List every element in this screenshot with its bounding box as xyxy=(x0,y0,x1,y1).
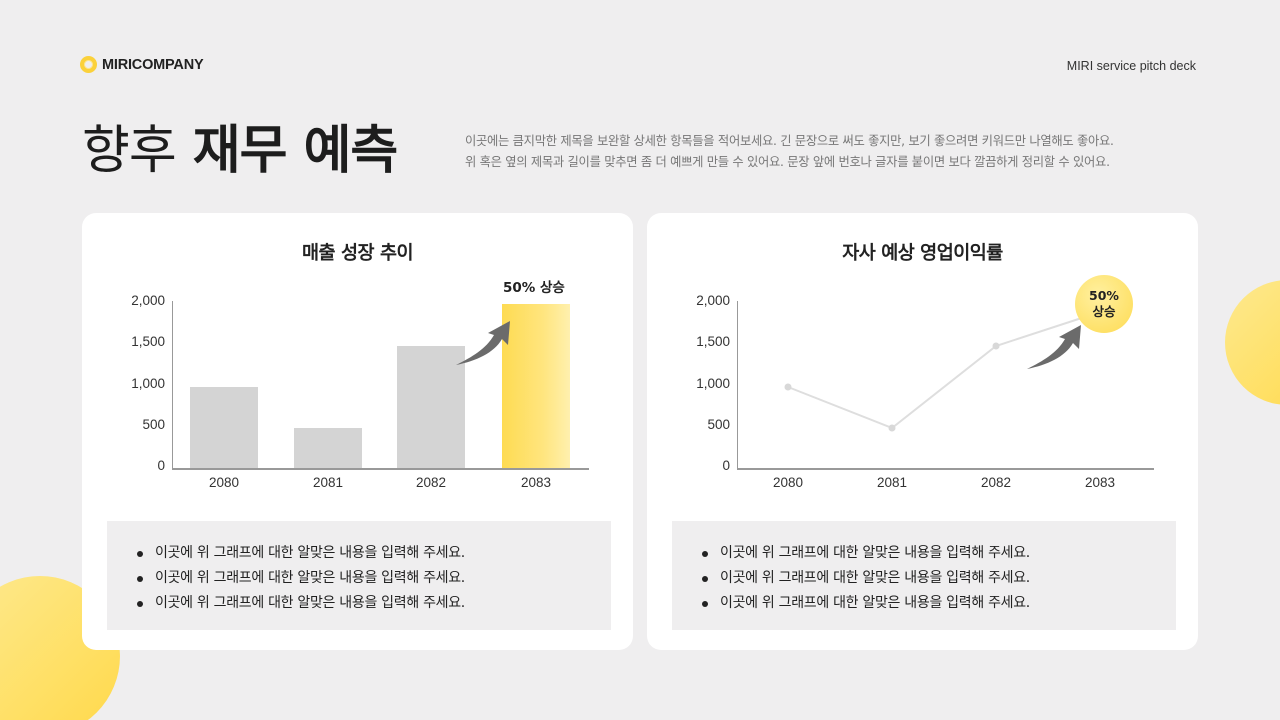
y-tick: 0 xyxy=(722,458,730,473)
callout-line: 상승 xyxy=(1092,304,1116,319)
decorative-circle-right xyxy=(1225,280,1280,405)
description-line: 이곳에는 큼지막한 제목을 보완할 상세한 항목들을 적어보세요. 긴 문장으로… xyxy=(465,134,1114,148)
title-bold: 재무 예측 xyxy=(192,121,398,181)
y-axis xyxy=(737,301,738,468)
line-series xyxy=(784,311,1101,432)
line-chart: 2,000 1,500 1,000 500 0 2080 2081 2082 2… xyxy=(647,213,1198,513)
growth-callout-bubble: 50% 상승 xyxy=(1075,275,1133,333)
y-tick: 1,000 xyxy=(696,376,730,391)
operating-margin-chart-card: 자사 예상 영업이익률 2,000 1,500 1,000 500 0 2080… xyxy=(647,213,1198,650)
curved-up-arrow-icon xyxy=(456,321,510,365)
chart-notes: 이곳에 위 그래프에 대한 알맞은 내용을 입력해 주세요. 이곳에 위 그래프… xyxy=(672,521,1176,630)
note-item: 이곳에 위 그래프에 대한 알맞은 내용을 입력해 주세요. xyxy=(702,541,1176,566)
page-title: 향후 재무 예측 xyxy=(82,108,398,183)
page-description: 이곳에는 큼지막한 제목을 보완할 상세한 항목들을 적어보세요. 긴 문장으로… xyxy=(465,131,1114,173)
y-axis xyxy=(172,301,173,468)
bullet-icon xyxy=(137,550,143,557)
y-tick: 1,500 xyxy=(131,334,165,349)
y-tick: 500 xyxy=(707,417,730,432)
title-light: 향후 xyxy=(82,121,177,181)
bar-2081 xyxy=(294,428,362,468)
bar-2080 xyxy=(190,387,258,468)
x-tick: 2082 xyxy=(415,475,447,490)
ring-logo-icon xyxy=(80,56,97,73)
note-item: 이곳에 위 그래프에 대한 알맞은 내용을 입력해 주세요. xyxy=(137,541,611,566)
x-tick: 2080 xyxy=(772,475,804,490)
chart-notes: 이곳에 위 그래프에 대한 알맞은 내용을 입력해 주세요. 이곳에 위 그래프… xyxy=(107,521,611,630)
brand-name: MIRICOMPANY xyxy=(102,56,204,73)
bar-chart: 2,000 1,500 1,000 500 0 2080 2081 2082 2… xyxy=(82,213,633,513)
y-tick: 500 xyxy=(142,417,165,432)
y-tick: 2,000 xyxy=(131,293,165,308)
note-text: 이곳에 위 그래프에 대한 알맞은 내용을 입력해 주세요. xyxy=(155,545,465,561)
chart-title: 매출 성장 추이 xyxy=(301,243,414,264)
bullet-icon xyxy=(702,600,708,607)
deck-label: MIRI service pitch deck xyxy=(1066,59,1196,73)
note-text: 이곳에 위 그래프에 대한 알맞은 내용을 입력해 주세요. xyxy=(155,595,465,611)
bullet-icon xyxy=(702,575,708,582)
callout-line: 50% xyxy=(1089,288,1119,303)
note-item: 이곳에 위 그래프에 대한 알맞은 내용을 입력해 주세요. xyxy=(702,566,1176,591)
note-item: 이곳에 위 그래프에 대한 알맞은 내용을 입력해 주세요. xyxy=(137,566,611,591)
bullet-icon xyxy=(137,575,143,582)
bullet-icon xyxy=(137,600,143,607)
chart-title: 자사 예상 영업이익률 xyxy=(842,243,1003,264)
note-text: 이곳에 위 그래프에 대한 알맞은 내용을 입력해 주세요. xyxy=(720,545,1030,561)
note-text: 이곳에 위 그래프에 대한 알맞은 내용을 입력해 주세요. xyxy=(720,570,1030,586)
note-text: 이곳에 위 그래프에 대한 알맞은 내용을 입력해 주세요. xyxy=(720,595,1030,611)
growth-callout: 50% 상승 xyxy=(503,280,565,296)
x-tick: 2082 xyxy=(980,475,1012,490)
x-axis xyxy=(737,468,1154,470)
x-tick: 2081 xyxy=(312,475,344,490)
y-tick: 2,000 xyxy=(696,293,730,308)
x-tick: 2083 xyxy=(520,475,552,490)
y-tick: 1,000 xyxy=(131,376,165,391)
revenue-chart-card: 매출 성장 추이 2,000 1,500 1,000 500 0 2080 20… xyxy=(82,213,633,650)
x-tick: 2083 xyxy=(1084,475,1116,490)
x-tick: 2081 xyxy=(876,475,908,490)
note-item: 이곳에 위 그래프에 대한 알맞은 내용을 입력해 주세요. xyxy=(137,591,611,616)
note-text: 이곳에 위 그래프에 대한 알맞은 내용을 입력해 주세요. xyxy=(155,570,465,586)
curved-up-arrow-icon xyxy=(1027,325,1081,369)
x-tick: 2080 xyxy=(208,475,240,490)
y-tick: 1,500 xyxy=(696,334,730,349)
x-axis xyxy=(172,468,589,470)
y-tick: 0 xyxy=(157,458,165,473)
bullet-icon xyxy=(702,550,708,557)
description-line: 위 혹은 옆의 제목과 길이를 맞추면 좀 더 예쁘게 만들 수 있어요. 문장… xyxy=(465,155,1110,169)
bar-2083-highlight xyxy=(502,304,570,468)
note-item: 이곳에 위 그래프에 대한 알맞은 내용을 입력해 주세요. xyxy=(702,591,1176,616)
bar-2082 xyxy=(397,346,465,468)
brand-logo: MIRICOMPANY xyxy=(80,56,204,73)
